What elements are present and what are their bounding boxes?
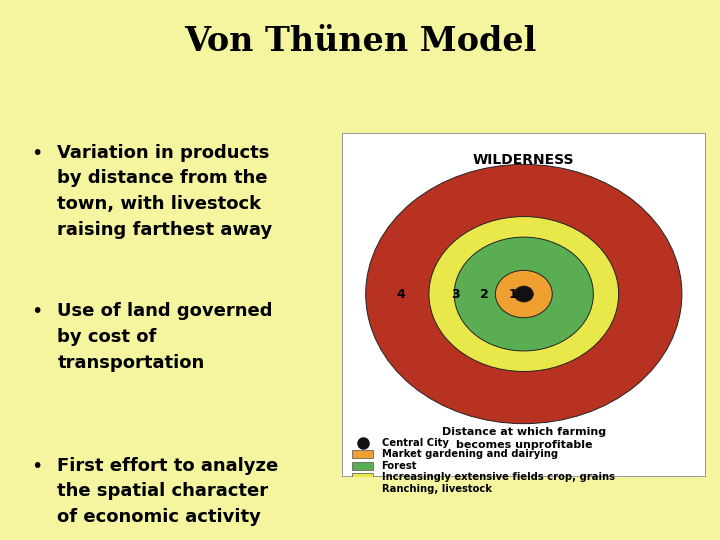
Text: Distance at which farming
becomes unprofitable: Distance at which farming becomes unprof… (442, 427, 606, 450)
Text: Ranching, livestock: Ranching, livestock (382, 484, 492, 494)
Bar (352, 462, 373, 470)
Bar (352, 473, 373, 481)
Text: Von Thünen Model: Von Thünen Model (184, 25, 536, 58)
Text: Increasingly extensive fields crop, grains: Increasingly extensive fields crop, grai… (382, 472, 615, 482)
Text: 2: 2 (480, 287, 489, 301)
Bar (352, 485, 373, 493)
Text: •: • (31, 144, 42, 163)
Text: Use of land governed
by cost of
transportation: Use of land governed by cost of transpor… (58, 302, 273, 372)
Ellipse shape (514, 286, 534, 302)
Ellipse shape (429, 217, 618, 372)
Text: Market gardening and dairying: Market gardening and dairying (382, 449, 558, 459)
Text: Forest: Forest (382, 461, 417, 471)
Text: Variation in products
by distance from the
town, with livestock
raising farthest: Variation in products by distance from t… (58, 144, 273, 239)
Text: WILDERNESS: WILDERNESS (473, 153, 575, 167)
Ellipse shape (366, 164, 682, 424)
Text: •: • (31, 457, 42, 476)
Bar (352, 450, 373, 458)
Text: Central City: Central City (382, 437, 449, 448)
Text: 4: 4 (396, 287, 405, 301)
Text: 1: 1 (508, 287, 517, 301)
Text: •: • (31, 302, 42, 321)
Ellipse shape (495, 271, 552, 318)
Text: First effort to analyze
the spatial character
of economic activity: First effort to analyze the spatial char… (58, 457, 279, 526)
Ellipse shape (454, 237, 593, 351)
Text: 3: 3 (451, 287, 460, 301)
